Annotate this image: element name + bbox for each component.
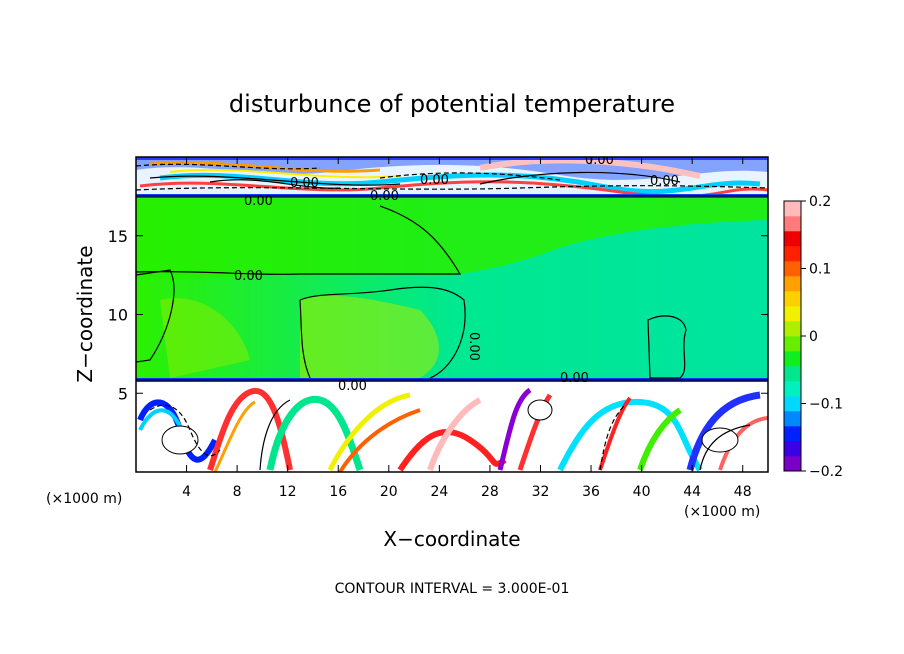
y-axis: 5 10 15 [108, 227, 768, 403]
y-tick-label: 5 [118, 384, 128, 403]
y-tick-label: 10 [108, 306, 128, 325]
colorbar-swatch [784, 246, 801, 262]
x-tick-label: 40 [633, 484, 651, 500]
x-tick-label: 48 [734, 484, 752, 500]
colorbar-swatch [784, 426, 801, 442]
colorbar-tick-label: −0.1 [809, 397, 843, 413]
y-axis-label: Z−coordinate [73, 245, 97, 382]
x-axis: 4 8 12 16 20 24 28 32 36 40 44 48 [182, 157, 752, 500]
x-tick-label: 28 [481, 484, 499, 500]
x-tick-label: 16 [329, 484, 347, 500]
colorbar-swatch [784, 336, 801, 352]
lower-layer [136, 378, 768, 472]
colorbar-tick-label: 0.2 [809, 194, 831, 210]
mid-band-yellowish-patch-2 [160, 298, 250, 378]
contour-label: 0.00 [650, 174, 679, 189]
colorbar-swatch [784, 216, 801, 232]
upper-layer [136, 157, 768, 199]
colorbar-swatch [784, 396, 801, 412]
colorbar-tick-label: −0.2 [809, 464, 843, 480]
colorbar-swatch [784, 441, 801, 457]
contour-label: 0.00 [420, 173, 449, 188]
x-tick-label: 24 [430, 484, 448, 500]
colorbar-tick-label: 0 [809, 329, 818, 345]
colorbar-swatch [784, 351, 801, 367]
contour-label: 0.00 [244, 194, 273, 209]
x-tick-label: 4 [182, 484, 191, 500]
colorbar-tick-label: 0.1 [809, 262, 831, 278]
plot-area: 0.00 0.00 0.00 0.00 0.00 0.00 0.00 0.00 … [136, 153, 768, 472]
mid-band-yellowish-patch [300, 295, 439, 380]
mid-band-green-region [136, 198, 768, 280]
colorbar-swatch [784, 261, 801, 277]
chart-title: disturbunce of potential temperature [229, 90, 675, 118]
colorbar-swatch [784, 411, 801, 427]
contour-label: 0.00 [370, 189, 399, 204]
colorbar-swatch [784, 306, 801, 322]
colorbar-swatch [784, 276, 801, 292]
contour-label: 0.00 [338, 379, 367, 394]
x-tick-label: 12 [279, 484, 297, 500]
colorbar-swatch [784, 291, 801, 307]
colorbar [784, 201, 801, 472]
colorbar-swatch [784, 231, 801, 247]
colorbar-swatch [784, 456, 801, 472]
contour-lines [136, 163, 768, 471]
colorbar-swatch [784, 321, 801, 337]
x-axis-label: X−coordinate [383, 527, 520, 551]
x-tick-label: 8 [233, 484, 242, 500]
x-unit-left: (×1000 m) [46, 491, 122, 507]
contour-label-group: 0.00 0.00 0.00 0.00 0.00 0.00 0.00 0.00 … [234, 153, 679, 394]
contour-label: 0.00 [585, 153, 614, 168]
contour-interval-note: CONTOUR INTERVAL = 3.000E-01 [335, 581, 570, 597]
contour-label: 0.00 [290, 176, 319, 191]
colorbar-ticks: 0.2 0.1 0 −0.1 −0.2 [801, 194, 843, 480]
contour-label: 0.00 [560, 371, 589, 386]
x-unit-right: (×1000 m) [684, 504, 760, 520]
x-tick-label: 44 [683, 484, 701, 500]
contour-label: 0.00 [466, 332, 481, 361]
colorbar-swatch [784, 381, 801, 397]
contour-label: 0.00 [234, 269, 263, 284]
x-tick-label: 32 [532, 484, 550, 500]
colorbar-swatch [784, 366, 801, 382]
x-tick-label: 20 [380, 484, 398, 500]
y-tick-label: 15 [108, 227, 128, 246]
x-tick-label: 36 [582, 484, 600, 500]
colorbar-swatch [784, 201, 801, 217]
